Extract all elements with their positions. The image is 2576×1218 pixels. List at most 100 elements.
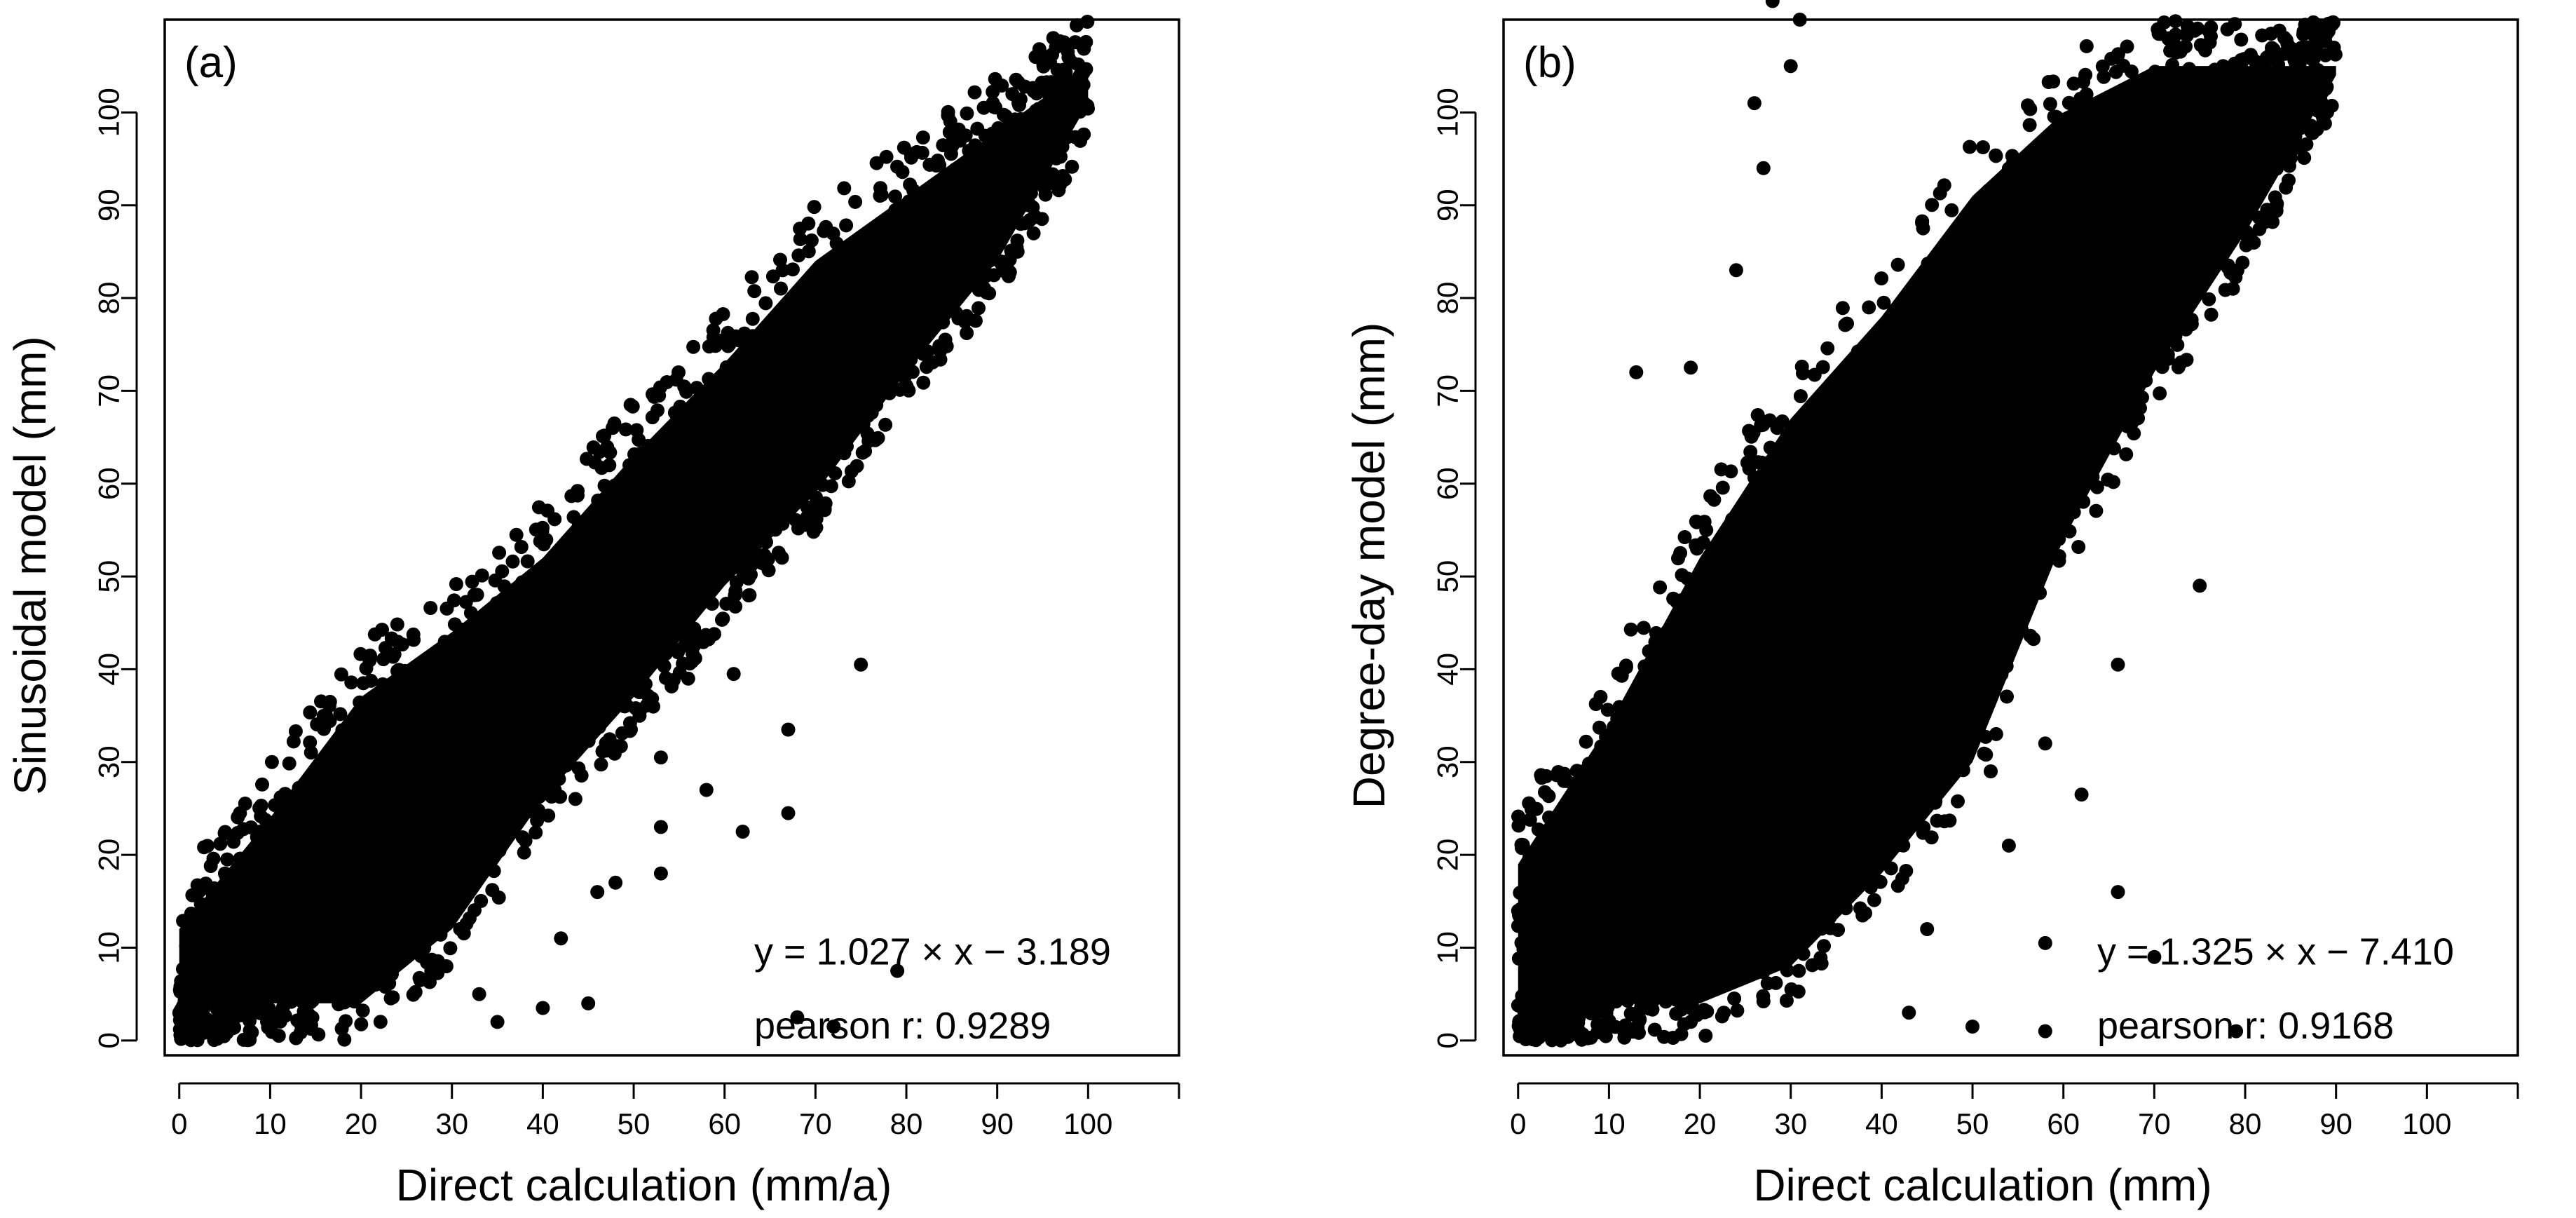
y-tick-label: 0 <box>1431 1032 1464 1048</box>
panel-b-y-axis-title: Degree-day model (mm) <box>1344 323 1394 809</box>
data-point <box>2166 34 2181 48</box>
x-tick-label: 100 <box>1063 1107 1112 1140</box>
data-point <box>355 1003 370 1018</box>
data-point <box>1937 814 1951 829</box>
data-point <box>761 552 775 567</box>
data-point <box>505 554 520 569</box>
data-point <box>514 540 529 554</box>
data-point <box>2282 173 2296 188</box>
data-point <box>2314 31 2329 46</box>
data-point <box>742 588 756 603</box>
data-point <box>304 745 318 760</box>
data-point <box>1618 660 1633 675</box>
data-point <box>468 903 482 918</box>
data-point <box>1874 271 1889 285</box>
data-point <box>622 716 637 731</box>
data-point <box>390 617 404 632</box>
panel-b-fit-equation: y = 1.325 × x − 7.410 <box>2097 931 2454 973</box>
data-point <box>878 417 893 432</box>
data-point <box>253 1006 268 1020</box>
data-point <box>1862 300 1876 315</box>
panel-b: 0 10 20 30 40 50 60 70 80 90 100 01020304050607080… <box>1344 0 2519 1210</box>
data-point <box>2220 22 2235 36</box>
data-point <box>678 638 693 653</box>
data-point <box>1873 874 1888 889</box>
data-point <box>220 852 235 867</box>
data-point <box>2228 270 2243 285</box>
data-point <box>2095 59 2110 74</box>
data-point <box>2022 118 2037 133</box>
data-point <box>2000 689 2014 704</box>
data-point <box>837 181 852 196</box>
data-point <box>1963 140 1977 154</box>
data-point <box>774 281 788 296</box>
outlier-point <box>2038 736 2052 751</box>
data-point <box>1715 1009 1729 1024</box>
data-point <box>765 269 780 284</box>
y-tick-label: 90 <box>93 189 125 222</box>
data-point <box>2234 53 2249 67</box>
data-point <box>771 546 786 560</box>
data-point <box>1653 580 1668 595</box>
data-point <box>744 567 758 582</box>
data-point <box>2120 39 2134 54</box>
data-point <box>423 601 438 615</box>
x-tick-label: 30 <box>435 1107 468 1140</box>
y-tick-label: 0 <box>93 1032 125 1048</box>
data-point <box>333 707 348 722</box>
panel-b-x-axis: 0 10 20 30 40 50 60 70 80 90 100 <box>1510 1082 2519 1140</box>
data-point <box>804 233 819 248</box>
data-point <box>1626 1024 1640 1039</box>
data-point <box>1079 34 1093 49</box>
data-point <box>200 839 214 853</box>
data-point <box>2043 97 2057 111</box>
data-point <box>231 810 245 825</box>
outlier-point <box>1747 96 1761 111</box>
data-point <box>1944 203 1959 217</box>
data-point <box>406 627 421 642</box>
panel-a: 0 10 20 30 40 50 60 70 80 90 100 01020304050607080… <box>5 15 1180 1210</box>
data-point <box>1937 178 1951 193</box>
data-point <box>665 679 679 693</box>
data-point <box>1052 34 1067 48</box>
outlier-point <box>1629 365 1644 379</box>
data-point <box>952 311 967 325</box>
data-point <box>839 218 854 233</box>
data-point <box>641 689 655 703</box>
outlier-point <box>1729 263 1743 278</box>
data-point <box>1673 546 1688 560</box>
data-point <box>2279 33 2294 48</box>
data-point <box>564 489 579 503</box>
panel-a-y-axis-title: Sinusoidal model (mm) <box>5 336 55 794</box>
outlier-point <box>1765 0 1780 8</box>
data-point <box>2119 447 2134 461</box>
data-point <box>903 177 918 192</box>
data-point <box>941 108 955 123</box>
data-point <box>960 106 974 121</box>
data-point <box>517 845 531 860</box>
data-point <box>339 1014 353 1029</box>
data-point <box>1562 1026 1576 1041</box>
data-point <box>334 667 348 682</box>
data-point <box>1574 1028 1589 1043</box>
data-point <box>353 647 368 661</box>
data-point <box>1756 994 1771 1008</box>
data-point <box>536 520 550 535</box>
outlier-point <box>618 699 632 714</box>
data-point <box>1529 801 1544 816</box>
data-point <box>1647 1022 1662 1037</box>
data-point <box>453 921 468 936</box>
outlier-point <box>1984 764 1998 778</box>
y-tick-label: 100 <box>93 88 125 137</box>
outlier-point <box>1965 1020 1979 1034</box>
data-point <box>1730 1003 1745 1018</box>
data-point <box>632 433 646 447</box>
panel-b-pearson-r: pearson r: 0.9168 <box>2097 1005 2394 1047</box>
data-point <box>344 675 359 690</box>
y-tick-label: 50 <box>93 560 125 593</box>
data-point <box>2296 27 2310 42</box>
data-point <box>1727 992 1742 1006</box>
panel-a-x-axis-title: Direct calculation (mm/a) <box>396 1160 892 1210</box>
x-tick-label: 20 <box>345 1107 378 1140</box>
data-point <box>708 339 723 353</box>
